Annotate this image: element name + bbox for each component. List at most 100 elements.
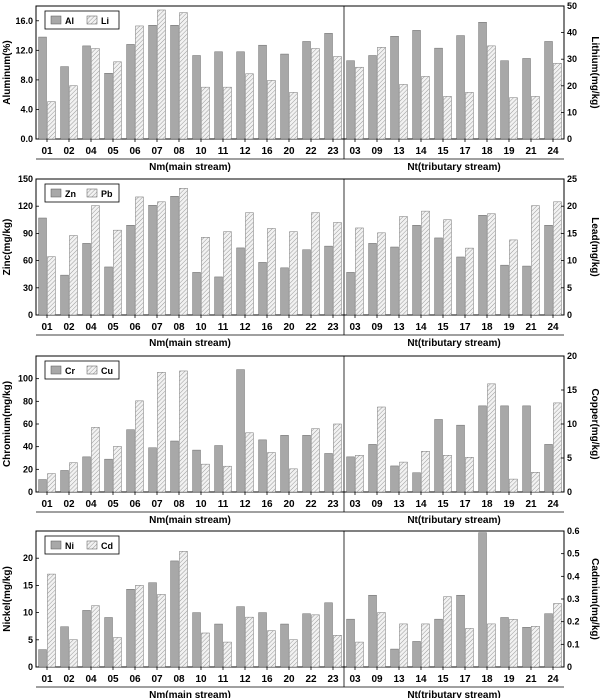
- x-tick-label: 20: [283, 322, 295, 333]
- x-tick-label: 07: [151, 322, 163, 333]
- y-tick-label: 60: [23, 419, 33, 429]
- bar-zn-02: [60, 274, 69, 316]
- y2-axis-label: Lithium(mg/kg): [589, 36, 600, 108]
- x-tick-label: 13: [393, 499, 405, 510]
- bar-pb-05: [113, 229, 122, 316]
- bar-cd-21: [531, 626, 540, 668]
- y-tick-label: 80: [23, 396, 33, 406]
- bar-li-21: [531, 96, 540, 140]
- bar-ni-04: [82, 610, 91, 668]
- x-tick-label: 18: [481, 146, 493, 157]
- x-tick-label: 24: [547, 322, 559, 333]
- y-tick-label: 5: [28, 635, 33, 645]
- group-label: Nm(main stream): [149, 690, 231, 698]
- bar-cr-05: [104, 458, 113, 493]
- bar-zn-13: [390, 246, 399, 316]
- bar-zn-05: [104, 266, 113, 316]
- y-tick-label: 90: [23, 228, 33, 238]
- bar-cu-03: [355, 455, 364, 493]
- y-tick-label: 0: [28, 487, 33, 497]
- bar-ni-20: [280, 623, 289, 668]
- y-tick-label: 40: [23, 442, 33, 452]
- bar-cd-01: [47, 573, 56, 668]
- bar-cd-16: [267, 630, 276, 668]
- bar-li-08: [179, 12, 188, 140]
- bar-zn-06: [126, 225, 135, 316]
- bar-li-17: [465, 92, 474, 140]
- x-tick-label: 22: [305, 674, 317, 685]
- legend-swatch-cr: [50, 365, 62, 375]
- bar-al-19: [500, 60, 509, 140]
- chart-panel: 01 02 04 05 06 07 08 10 11 12 16 20 22 23 03 09 13 14 15 17…: [2, 174, 600, 349]
- x-tick-label: 03: [349, 146, 361, 157]
- bar-li-07: [157, 9, 166, 140]
- legend: [44, 360, 120, 380]
- x-tick-label: 14: [415, 674, 427, 685]
- legend-label-cd: Cd: [101, 541, 113, 551]
- bar-ni-18: [478, 532, 487, 668]
- x-tick-label: 15: [437, 499, 449, 510]
- x-tick-label: 05: [107, 674, 119, 685]
- y2-tick-label: 20: [567, 81, 577, 91]
- y2-tick-label: 0.5: [567, 549, 580, 559]
- bar-pb-11: [223, 231, 232, 316]
- bar-al-03: [346, 60, 355, 140]
- bar-cr-17: [456, 424, 465, 493]
- y-tick-label: 120: [18, 201, 33, 211]
- bar-pb-13: [399, 216, 408, 316]
- bar-ni-12: [236, 606, 245, 668]
- x-tick-label: 18: [481, 322, 493, 333]
- x-tick-label: 05: [107, 499, 119, 510]
- bar-li-11: [223, 86, 232, 140]
- y2-tick-label: 20: [567, 351, 577, 361]
- x-tick-label: 19: [503, 322, 515, 333]
- y2-tick-label: 0.3: [567, 594, 580, 604]
- x-tick-label: 09: [371, 146, 383, 157]
- y-tick-label: 30: [23, 283, 33, 293]
- bar-zn-24: [544, 225, 553, 316]
- bar-cd-17: [465, 628, 474, 668]
- x-tick-label: 16: [261, 322, 273, 333]
- bar-cr-03: [346, 456, 355, 493]
- bar-cd-06: [135, 585, 144, 668]
- group-label: Nm(main stream): [149, 515, 231, 526]
- bar-al-02: [60, 66, 69, 140]
- bar-zn-20: [280, 267, 289, 316]
- bar-cu-02: [69, 462, 78, 493]
- x-tick-label: 21: [525, 146, 537, 157]
- bar-pb-12: [245, 212, 254, 316]
- chart-panel: 01 02 04 05 06 07 08 10 11 12 16 20 22 23 03 09 13 14 15 17…: [2, 1, 600, 173]
- bar-cu-24: [553, 402, 562, 493]
- x-tick-label: 01: [41, 322, 53, 333]
- bar-al-16: [258, 44, 267, 140]
- bar-zn-22: [302, 249, 311, 316]
- bar-cr-13: [390, 465, 399, 493]
- group-label: Nm(main stream): [149, 338, 231, 349]
- x-tick-label: 12: [239, 322, 251, 333]
- bar-ni-21: [522, 627, 531, 668]
- bar-pb-02: [69, 235, 78, 316]
- bar-cd-19: [509, 619, 518, 668]
- bar-zn-11: [214, 276, 223, 316]
- y-tick-label: 0: [28, 310, 33, 320]
- bar-zn-12: [236, 247, 245, 316]
- x-tick-label: 21: [525, 499, 537, 510]
- x-tick-label: 16: [261, 499, 273, 510]
- x-tick-label: 24: [547, 499, 559, 510]
- x-tick-label: 11: [218, 146, 229, 157]
- bar-li-16: [267, 80, 276, 140]
- bar-cr-18: [478, 405, 487, 493]
- y2-tick-label: 10: [567, 419, 577, 429]
- x-tick-label: 13: [393, 322, 405, 333]
- bar-pb-20: [289, 231, 298, 316]
- bar-zn-21: [522, 265, 531, 316]
- bar-al-09: [368, 55, 377, 140]
- x-tick-label: 03: [349, 322, 361, 333]
- bar-pb-07: [157, 201, 166, 316]
- x-tick-label: 06: [129, 674, 141, 685]
- bar-al-23: [324, 33, 333, 140]
- x-tick-label: 04: [85, 499, 97, 510]
- bar-cu-06: [135, 400, 144, 493]
- group-label: Nm(main stream): [149, 162, 231, 173]
- bar-ni-09: [368, 594, 377, 668]
